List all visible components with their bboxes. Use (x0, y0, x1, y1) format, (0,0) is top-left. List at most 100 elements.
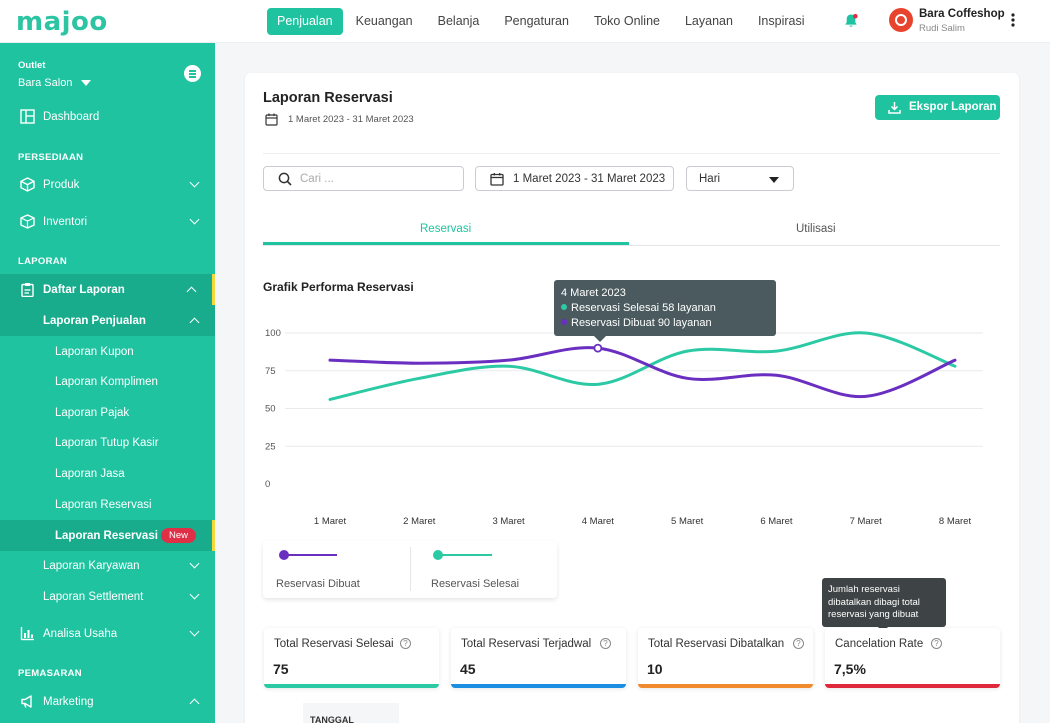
sidebar-item-label: Daftar Laporan (43, 283, 125, 296)
export-report-button[interactable]: Ekspor Laporan (875, 95, 1000, 120)
outlet-selector[interactable]: Bara Salon (18, 77, 73, 89)
legend-line-dibuat (282, 554, 337, 556)
help-icon[interactable]: ? (400, 638, 411, 649)
help-icon[interactable]: ? (600, 638, 611, 649)
chevron-down-icon (189, 589, 200, 600)
sidebar-collapse-icon[interactable] (184, 65, 201, 82)
sidebar-item-analisa-usaha[interactable]: Analisa Usaha (0, 618, 215, 649)
sidebar-item-daftar-laporan[interactable]: Daftar Laporan (0, 274, 215, 305)
search-box[interactable] (263, 166, 464, 191)
table-header-tanggal[interactable]: TANGGAL (303, 703, 399, 723)
period-select[interactable]: Hari (686, 166, 794, 191)
header-divider (263, 153, 1000, 154)
search-icon (278, 172, 292, 186)
store-avatar[interactable] (889, 8, 913, 32)
sidebar-item-dashboard[interactable]: Dashboard (0, 101, 215, 132)
sidebar: Outlet Bara Salon Dashboard PERSEDIAAN P… (0, 43, 215, 723)
tooltip-text-selesai: Reservasi Selesai 58 layanan (571, 302, 716, 314)
sidebar-item-laporan-penjualan[interactable]: Laporan Penjualan (0, 305, 215, 336)
sidebar-item-laporan-jasa[interactable]: Laporan Jasa (0, 458, 215, 489)
sidebar-item-laporan-settlement[interactable]: Laporan Settlement (0, 581, 215, 612)
help-icon[interactable]: ? (931, 638, 942, 649)
box-icon (20, 177, 35, 192)
nav-toko-online[interactable]: Toko Online (593, 14, 660, 28)
series-line-dibuat (328, 346, 957, 399)
stat-value: 75 (273, 661, 289, 677)
report-card: Laporan Reservasi 1 Maret 2023 - 31 Mare… (245, 73, 1019, 723)
x-tick-label: 7 Maret (850, 516, 883, 527)
chevron-up-icon (189, 317, 200, 328)
clipboard-icon (21, 283, 34, 297)
stat-color-bar (638, 684, 813, 688)
sidebar-item-label: Produk (43, 178, 80, 191)
legend-dot-selesai (433, 550, 443, 560)
y-tick-label: 50 (265, 404, 276, 415)
sidebar-item-inventori[interactable]: Inventori (0, 206, 215, 237)
sidebar-item-label: Marketing (43, 695, 94, 708)
sidebar-item-label: Dashboard (43, 110, 100, 123)
legend-label-dibuat[interactable]: Reservasi Dibuat (276, 578, 360, 590)
search-input[interactable] (300, 171, 450, 187)
bell-icon[interactable] (843, 13, 859, 29)
caret-down-icon (769, 177, 779, 183)
legend-line-selesai (434, 554, 492, 556)
nav-belanja[interactable]: Belanja (437, 14, 480, 28)
sidebar-item-label: Laporan Komplimen (55, 375, 158, 388)
kebab-menu-icon[interactable] (1010, 12, 1016, 28)
date-range-value: 1 Maret 2023 - 31 Maret 2023 (513, 173, 666, 185)
tab-utilisasi[interactable]: Utilisasi (796, 223, 836, 235)
chevron-down-icon (189, 626, 200, 637)
highlighted-data-point (593, 343, 603, 353)
sidebar-item-label: Laporan Penjualan (43, 314, 146, 327)
sidebar-item-laporan-reservasi-old[interactable]: Laporan Reservasi (0, 489, 215, 520)
legend-separator (410, 547, 411, 591)
sidebar-item-laporan-pajak[interactable]: Laporan Pajak (0, 397, 215, 428)
x-tick-label: 1 Maret (314, 516, 347, 527)
chevron-up-icon (189, 698, 200, 709)
sidebar-item-label: Laporan Karyawan (43, 559, 140, 572)
y-tick-label: 25 (265, 441, 276, 452)
nav-layanan[interactable]: Layanan (684, 14, 733, 28)
stat-card-dibatalkan: Total Reservasi Dibatalkan ? 10 (638, 628, 813, 688)
nav-penjualan[interactable]: Penjualan (267, 8, 343, 35)
y-tick-label: 75 (265, 366, 276, 377)
stat-label: Cancelation Rate (835, 638, 924, 650)
stat-value: 45 (460, 661, 476, 677)
page-date-range: 1 Maret 2023 - 31 Maret 2023 (288, 114, 414, 125)
date-range-picker[interactable]: 1 Maret 2023 - 31 Maret 2023 (475, 166, 674, 191)
sidebar-item-marketing[interactable]: Marketing (0, 686, 215, 717)
sidebar-item-produk[interactable]: Produk (0, 169, 215, 200)
tooltip-date: 4 Maret 2023 (561, 287, 626, 299)
sidebar-item-laporan-komplimen[interactable]: Laporan Komplimen (0, 366, 215, 397)
sidebar-item-label: Laporan Kupon (55, 345, 134, 358)
y-tick-label: 0 (265, 479, 270, 490)
legend-dot-dibuat (279, 550, 289, 560)
section-laporan: LAPORAN (18, 256, 68, 267)
majoo-logo[interactable]: majoo (16, 7, 108, 37)
export-label: Ekspor Laporan (909, 101, 997, 113)
tooltip-dot-dibuat (561, 319, 567, 325)
tab-reservasi[interactable]: Reservasi (420, 223, 472, 235)
sidebar-item-laporan-reservasi-active[interactable]: Laporan Reservasi New (0, 520, 215, 551)
outlet-caret-icon[interactable] (81, 80, 91, 86)
megaphone-icon (21, 695, 32, 708)
sidebar-item-laporan-tutup-kasir[interactable]: Laporan Tutup Kasir (0, 427, 215, 458)
nav-inspirasi[interactable]: Inspirasi (757, 14, 805, 28)
tooltip-dot-selesai (561, 304, 567, 310)
stat-color-bar (264, 684, 439, 688)
cube-icon (20, 214, 35, 229)
help-icon[interactable]: ? (793, 638, 804, 649)
sidebar-item-label: Inventori (43, 215, 88, 228)
nav-pengaturan[interactable]: Pengaturan (504, 14, 569, 28)
calendar-icon (265, 113, 278, 126)
store-name[interactable]: Bara Coffeshop (919, 8, 1005, 20)
dashboard-icon (20, 109, 35, 124)
tooltip-line-dibuat: Reservasi Dibuat 90 layanan (561, 317, 712, 329)
legend-label-selesai[interactable]: Reservasi Selesai (431, 578, 520, 590)
store-user: Rudi Salim (919, 23, 965, 34)
nav-keuangan[interactable]: Keuangan (355, 14, 413, 28)
chart-legend: Reservasi Dibuat Reservasi Selesai (263, 541, 557, 598)
sidebar-item-laporan-karyawan[interactable]: Laporan Karyawan (0, 550, 215, 581)
sidebar-item-laporan-kupon[interactable]: Laporan Kupon (0, 336, 215, 367)
sidebar-item-label: Laporan Reservasi (55, 529, 158, 542)
